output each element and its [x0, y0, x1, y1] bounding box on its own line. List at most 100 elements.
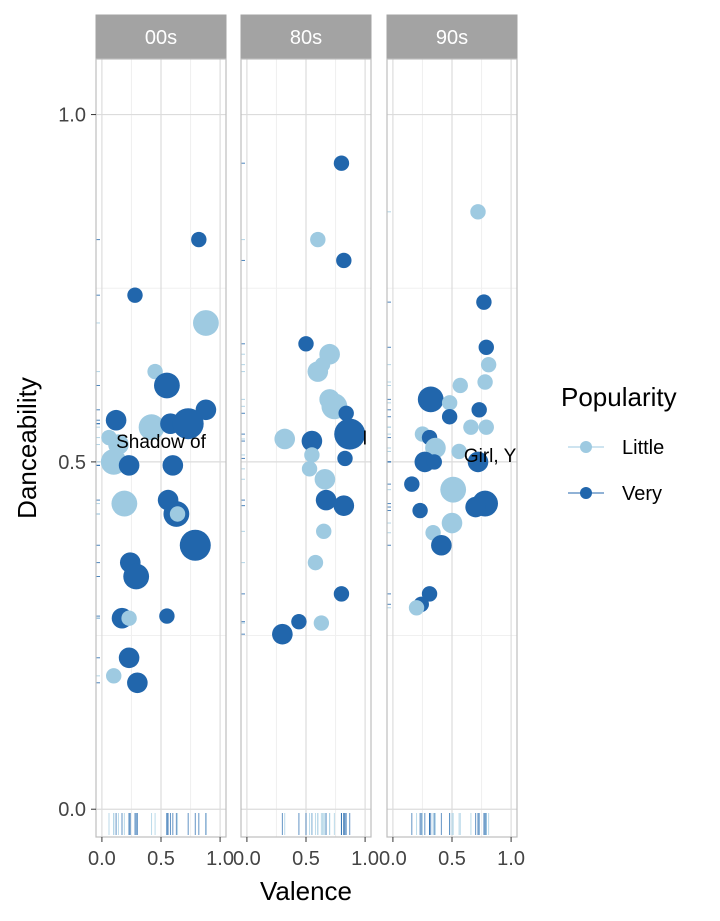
legend-label: Little — [622, 437, 664, 459]
data-point — [478, 419, 494, 435]
data-point — [426, 454, 442, 470]
data-point — [477, 374, 493, 390]
data-point — [480, 356, 497, 373]
data-point — [274, 428, 296, 450]
data-point — [476, 294, 492, 310]
data-point — [118, 647, 140, 669]
data-point — [441, 512, 463, 534]
data-point — [272, 623, 293, 645]
data-point — [179, 529, 211, 561]
data-point — [172, 408, 204, 440]
data-point — [408, 600, 425, 616]
data-point — [169, 506, 186, 522]
data-point — [334, 418, 366, 450]
points-00s — [100, 231, 219, 694]
data-point — [425, 437, 446, 459]
legend-label: Very — [622, 483, 662, 505]
x-tick-label: 0.5 — [438, 848, 466, 870]
y-tick-label: 0.5 — [58, 452, 86, 474]
facet-strip — [240, 14, 372, 60]
legend-entry-very: Very — [568, 483, 662, 505]
data-point — [105, 409, 127, 431]
data-point — [404, 476, 420, 492]
data-point — [478, 339, 494, 355]
data-point — [412, 502, 428, 519]
x-axis: 0.0 0.5 1.0 0.0 0.5 1.0 0.0 0.5 1.0 — [88, 837, 525, 870]
data-point — [431, 534, 452, 556]
x-axis-title: Valence — [260, 876, 352, 906]
data-point — [111, 490, 138, 517]
points-90s — [404, 204, 498, 616]
x-tick-label: 0.5 — [147, 848, 175, 870]
x-tick-label: 0.0 — [233, 848, 261, 870]
data-point — [162, 455, 184, 476]
legend-key-point — [580, 487, 592, 499]
legend-entry-little: Little — [568, 437, 664, 459]
point-annotation: Girl, Y — [464, 446, 517, 467]
data-point — [310, 231, 326, 248]
data-point — [463, 419, 479, 435]
data-point — [313, 615, 330, 631]
facet-strip-label: 90s — [436, 27, 468, 49]
x-tick-label: 1.0 — [206, 848, 234, 870]
facet-strip — [386, 14, 518, 60]
point-annotation: Shadow of — [116, 432, 207, 453]
legend-key-point — [580, 441, 592, 453]
facet-strip-label: 00s — [145, 27, 177, 49]
point-annotation: l — [363, 429, 367, 450]
data-point — [451, 443, 467, 460]
x-tick-label: 0.0 — [379, 848, 407, 870]
data-point — [336, 252, 352, 269]
data-point — [195, 399, 217, 421]
data-point — [338, 405, 354, 421]
data-point — [154, 372, 180, 399]
data-point — [470, 204, 486, 220]
data-point — [441, 409, 458, 425]
data-point — [127, 672, 148, 694]
data-point — [193, 310, 219, 336]
data-point — [417, 386, 444, 413]
data-point — [467, 451, 489, 473]
facet-80s: 80s l — [240, 14, 372, 838]
facet-00s: 00s Shadow of — [95, 14, 227, 838]
data-point — [333, 155, 350, 171]
data-point — [301, 430, 323, 452]
data-point — [440, 476, 467, 503]
legend-title: Popularity — [561, 382, 677, 412]
data-point — [314, 468, 336, 490]
data-point — [123, 563, 150, 590]
data-point — [333, 586, 350, 602]
data-point — [421, 586, 438, 602]
data-point — [307, 554, 324, 571]
data-point — [121, 610, 137, 626]
legend: Popularity Little Very — [561, 382, 677, 505]
data-point — [465, 496, 486, 518]
data-point — [452, 377, 468, 394]
data-point — [441, 395, 458, 411]
data-point — [127, 287, 143, 303]
data-point — [138, 414, 165, 441]
data-point — [291, 613, 307, 630]
data-point — [304, 447, 320, 463]
facet-panels: 00s Shadow of 80s l 90s Girl, Y — [95, 14, 518, 838]
data-point — [315, 489, 337, 511]
data-point — [307, 361, 329, 382]
data-point — [333, 495, 355, 516]
x-tick-label: 1.0 — [497, 848, 525, 870]
x-tick-label: 1.0 — [351, 848, 379, 870]
data-point — [471, 402, 487, 418]
data-point — [191, 231, 207, 248]
data-point — [298, 336, 314, 352]
y-tick-label: 1.0 — [58, 105, 86, 127]
data-point — [337, 450, 353, 467]
facet-90s: 90s Girl, Y — [386, 14, 518, 838]
x-tick-label: 0.5 — [292, 848, 320, 870]
y-axis-title: Danceability — [12, 377, 42, 519]
facet-strip — [95, 14, 227, 60]
data-point — [118, 455, 140, 476]
y-axis: 0.0 0.5 1.0 — [58, 105, 96, 821]
data-point — [106, 668, 122, 684]
facet-strip-label: 80s — [290, 27, 322, 49]
points-80s — [272, 155, 366, 645]
